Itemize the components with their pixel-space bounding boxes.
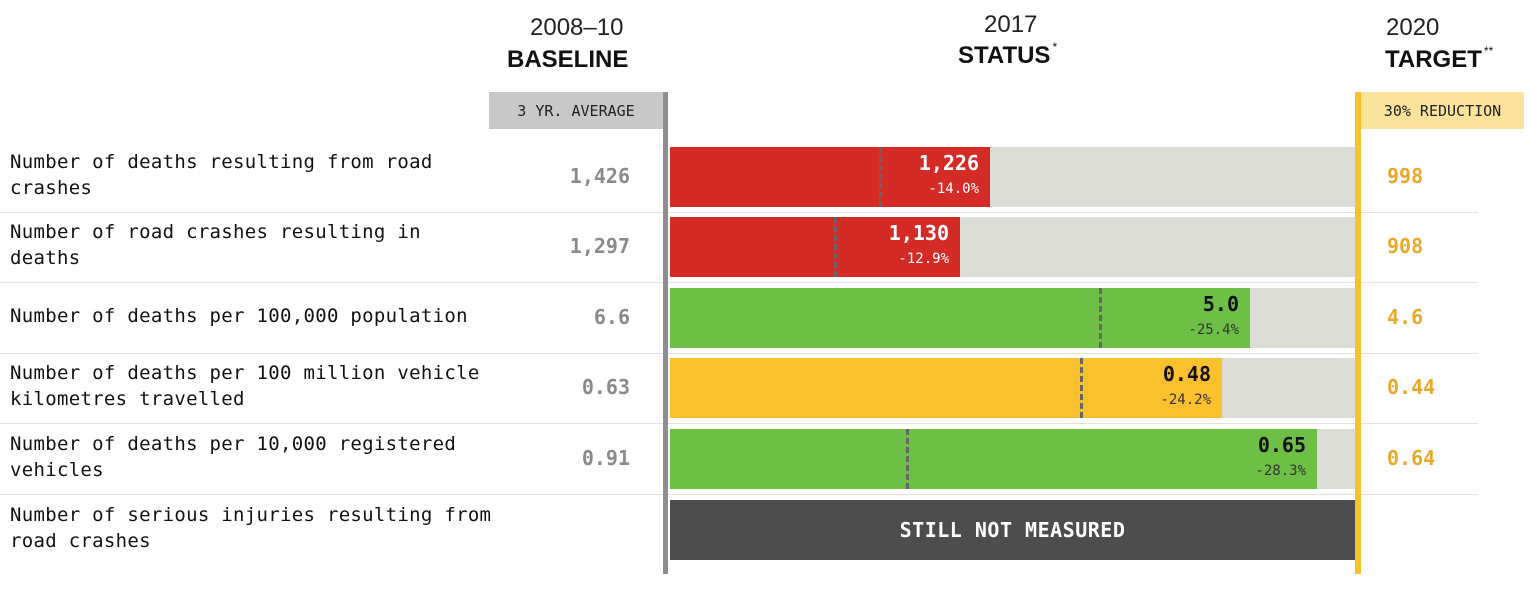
- status-value: 1,226: [918, 151, 979, 175]
- target-marker: [906, 429, 909, 489]
- target-marker: [834, 217, 837, 277]
- target-year: 2020: [1386, 14, 1440, 41]
- baseline-axis-line: [663, 92, 668, 574]
- status-value: 5.0: [1202, 292, 1239, 316]
- status-label-wrap: STATUS *: [958, 40, 1058, 70]
- target-value: 4.6: [1387, 305, 1424, 329]
- status-year: 2017: [984, 11, 1038, 38]
- baseline-year: 2008–10: [530, 14, 624, 41]
- status-change: -14.0%: [928, 181, 979, 197]
- baseline-value: 1,297: [569, 234, 630, 258]
- status-bar: [670, 147, 990, 207]
- status-label: STATUS: [958, 42, 1051, 69]
- status-change: -28.3%: [1255, 463, 1306, 479]
- status-bar: [670, 429, 1317, 489]
- row-divider: [0, 423, 1478, 424]
- row-label: Number of serious injuries resulting fro…: [10, 504, 492, 552]
- status-bar: [670, 358, 1222, 418]
- target-marker: [1099, 288, 1102, 348]
- target-value: 0.64: [1387, 446, 1436, 470]
- row-label: Number of deaths per 10,000 registered v…: [10, 433, 457, 481]
- row-divider: [0, 353, 1478, 354]
- target-footnote-mark: **: [1483, 44, 1494, 58]
- baseline-value: 0.91: [581, 446, 630, 470]
- status-change: -24.2%: [1160, 392, 1211, 408]
- row-label: Number of deaths per 100,000 population: [10, 305, 468, 327]
- status-change: -12.9%: [898, 251, 949, 267]
- target-value: 998: [1387, 164, 1424, 188]
- baseline-value: 6.6: [593, 305, 630, 329]
- row-divider: [0, 282, 1478, 283]
- baseline-label: BASELINE: [507, 46, 629, 73]
- row-label: Number of deaths resulting from road cra…: [10, 151, 433, 199]
- status-value: 1,130: [888, 221, 949, 245]
- target-marker: [1080, 358, 1083, 418]
- status-value: 0.65: [1257, 433, 1306, 457]
- target-value: 0.44: [1387, 375, 1436, 399]
- baseline-value: 1,426: [569, 164, 630, 188]
- row-divider: [0, 212, 1478, 213]
- target-sub-label: 30% REDUCTION: [1361, 92, 1524, 129]
- status-bar: [670, 288, 1250, 348]
- status-bar: [670, 217, 960, 277]
- status-footnote-mark: *: [1052, 40, 1058, 54]
- target-axis-line: [1355, 92, 1361, 574]
- baseline-value: 0.63: [581, 375, 630, 399]
- status-change: -25.4%: [1188, 322, 1239, 338]
- status-value: 0.48: [1162, 362, 1211, 386]
- target-label: TARGET: [1385, 46, 1482, 73]
- target-value: 908: [1387, 234, 1424, 258]
- row-label: Number of road crashes resulting in deat…: [10, 221, 421, 269]
- target-marker: [879, 147, 882, 207]
- target-label-wrap: TARGET **: [1385, 44, 1494, 74]
- not-measured-bar: STILL NOT MEASURED: [670, 500, 1355, 560]
- baseline-sub-label: 3 YR. AVERAGE: [489, 92, 663, 129]
- row-divider: [0, 494, 1478, 495]
- row-label: Number of deaths per 100 million vehicle…: [10, 362, 480, 410]
